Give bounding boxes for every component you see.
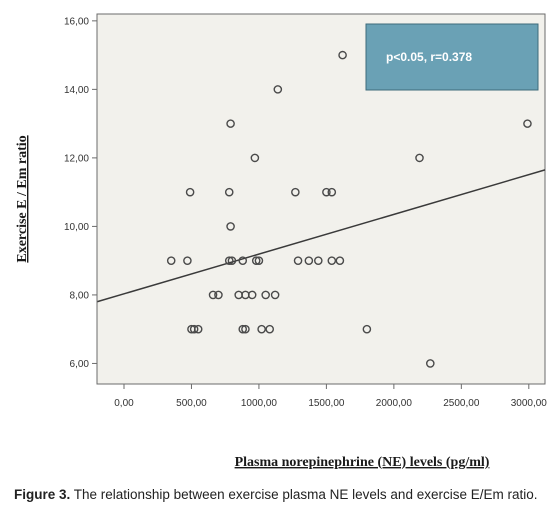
data-point [523, 119, 532, 128]
y-tick-label: 8,00 [70, 290, 90, 301]
data-point [238, 324, 248, 334]
data-point [335, 256, 345, 265]
regression-line [96, 169, 546, 303]
x-tick-label: 2000,00 [376, 398, 413, 409]
figure-caption-label: Figure 3. [14, 487, 71, 502]
y-tick-label: 10,00 [64, 222, 89, 233]
data-point [224, 187, 234, 197]
data-point [251, 256, 261, 265]
data-point [166, 256, 176, 265]
data-point [338, 50, 347, 60]
data-point [261, 290, 270, 300]
data-point [293, 256, 303, 265]
data-point [322, 187, 331, 197]
x-tick-label: 1500,00 [308, 398, 345, 409]
data-point [224, 256, 234, 265]
y-axis: 6,00 8,00 10,00 12,00 14,00 16,00 [64, 14, 98, 384]
data-point [183, 256, 192, 265]
data-point [415, 153, 424, 163]
data-point [214, 290, 223, 300]
data-point [257, 324, 266, 334]
scatter-chart: 0,00 500,00 1000,00 1500,00 2000,00 2500,00 30… [15, 13, 548, 470]
data-point [254, 256, 264, 265]
data-point [273, 85, 283, 94]
data-point [189, 324, 199, 334]
data-point [185, 187, 195, 197]
data-point [270, 290, 280, 300]
y-tick-label: 16,00 [64, 16, 89, 27]
figure-caption: Figure 3. The relationship between exerc… [14, 487, 554, 502]
y-tick-label: 12,00 [64, 153, 89, 164]
data-point [327, 187, 337, 197]
data-point [362, 324, 372, 334]
data-point [208, 290, 218, 300]
data-point [327, 256, 337, 265]
x-tick-label: 2500,00 [443, 398, 480, 409]
data-point [426, 359, 435, 368]
x-tick-label: 0,00 [114, 398, 134, 409]
stat-annotation-box: p<0.05, r=0.378 [365, 23, 539, 91]
data-point [250, 153, 260, 163]
data-point [226, 222, 235, 231]
data-point [238, 256, 248, 265]
stat-annotation-background [365, 23, 539, 91]
x-tick-label: 500,00 [176, 398, 207, 409]
x-tick-label: 3000,00 [511, 398, 548, 409]
data-point [227, 256, 237, 265]
data-point [241, 324, 250, 334]
data-point [247, 290, 257, 300]
y-tick-label: 6,00 [70, 359, 90, 370]
figure: 0,00 500,00 1000,00 1500,00 2000,00 2500,00 30… [15, 13, 548, 470]
data-point [291, 187, 300, 197]
y-tick-label: 14,00 [64, 85, 89, 96]
y-axis-title: Exercise E / Em ratio [15, 135, 30, 262]
figure-caption-text: The relationship between exercise plasma… [70, 487, 538, 502]
data-point [314, 256, 323, 265]
data-point [193, 324, 203, 334]
data-point [226, 119, 235, 128]
data-point [265, 324, 275, 334]
data-point [304, 256, 314, 265]
x-tick-label: 1000,00 [241, 398, 278, 409]
x-axis-title: Plasma norepinephrine (NE) levels (pg/ml… [235, 455, 490, 470]
stat-annotation-text: p<0.05, r=0.378 [386, 50, 472, 64]
x-axis: 0,00 500,00 1000,00 1500,00 2000,00 2500,00 30… [97, 383, 548, 409]
